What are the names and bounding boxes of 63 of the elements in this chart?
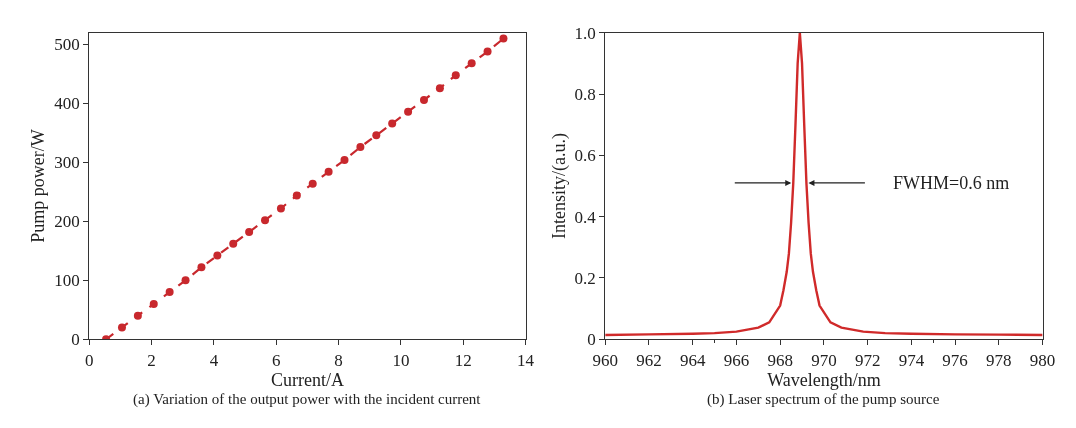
point [483, 47, 492, 56]
point [292, 191, 301, 200]
x-tick-label: 960 [592, 350, 618, 370]
x-tick-label: 968 [767, 350, 793, 370]
point [165, 288, 174, 297]
x-axis-title: Current/A [270, 369, 344, 390]
y-axis-title: Intensity/(a.u.) [548, 133, 570, 239]
x-tick-label: 0 [84, 350, 94, 370]
point [213, 251, 222, 260]
point [340, 156, 349, 165]
x-tick-label: 6 [272, 350, 281, 370]
point [197, 263, 206, 272]
y-tick-label: 0.2 [574, 268, 596, 288]
x-tick-label: 12 [454, 350, 472, 370]
x-tick-label: 962 [636, 350, 662, 370]
y-tick-label: 0.6 [574, 146, 596, 166]
y-tick-label: 1.0 [574, 23, 596, 43]
point [467, 59, 476, 68]
y-tick-label: 400 [54, 94, 80, 114]
x-axis-title: Wavelength/nm [767, 369, 881, 390]
x-tick-label: 966 [723, 350, 750, 370]
point [324, 167, 333, 176]
x-tick-label: 972 [854, 350, 881, 370]
x-tick-label: 2 [147, 350, 156, 370]
y-tick-label: 0.8 [574, 84, 596, 104]
y-tick-label: 200 [54, 212, 80, 232]
x-tick-label: 4 [209, 350, 219, 370]
x-tick-label: 980 [1029, 350, 1056, 370]
point [435, 84, 444, 93]
text: (a) Variation of the output power with the incident current [133, 391, 482, 408]
x-tick-label: 10 [392, 350, 410, 370]
y-tick-label: 100 [54, 271, 80, 291]
point [276, 204, 285, 213]
point [372, 131, 381, 140]
x-tick-label: 974 [898, 350, 925, 370]
x-tick-label: 978 [986, 350, 1012, 370]
point [261, 216, 270, 225]
point [499, 34, 508, 43]
x-tick-label: 964 [679, 350, 706, 370]
y-tick-label: 0.4 [574, 207, 597, 227]
point [181, 276, 190, 285]
point [404, 107, 413, 116]
point [419, 95, 428, 104]
point [356, 143, 365, 152]
point [308, 179, 317, 188]
point [451, 71, 460, 80]
text: (b) Laser spectrum of the pump source [707, 391, 940, 408]
y-tick-label: 300 [54, 153, 80, 173]
point [149, 299, 158, 308]
y-tick-label: 0 [71, 330, 80, 350]
y-tick-label: 0 [587, 330, 596, 350]
point [117, 323, 126, 332]
annotation: FWHM=0.6 nm [893, 173, 1010, 193]
y-axis-title: Pump power/W [28, 129, 49, 243]
point [388, 119, 397, 128]
x-tick-label: 8 [334, 350, 343, 370]
point [229, 239, 238, 248]
x-tick-label: 976 [942, 350, 968, 370]
x-tick-label: 14 [517, 350, 535, 370]
point [133, 311, 142, 320]
y-tick-label: 500 [54, 35, 80, 55]
x-tick-label: 970 [811, 350, 837, 370]
point [245, 227, 254, 236]
